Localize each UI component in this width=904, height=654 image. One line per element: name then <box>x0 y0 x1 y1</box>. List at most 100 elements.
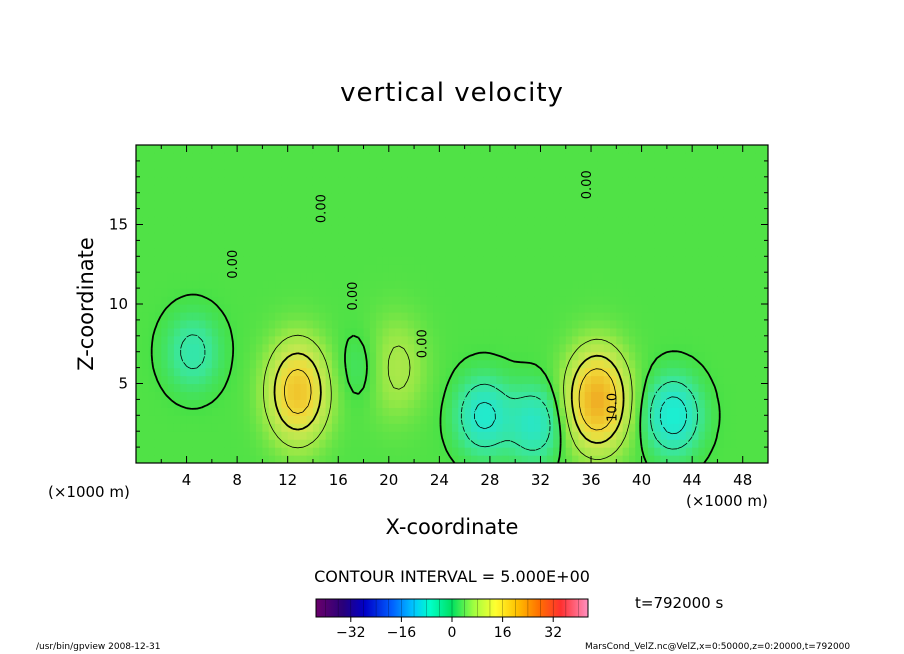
heatmap-cell <box>584 248 592 257</box>
heatmap-cell <box>717 248 725 257</box>
heatmap-cell <box>294 335 301 345</box>
heatmap-cell <box>148 391 156 400</box>
heatmap-cell <box>616 447 624 456</box>
heatmap-cell <box>161 439 169 448</box>
heatmap-cell <box>584 200 592 210</box>
heatmap-cell <box>597 407 605 416</box>
heatmap-cell <box>679 304 687 313</box>
heatmap-cell <box>477 335 485 345</box>
heatmap-cell <box>192 359 200 369</box>
heatmap-cell <box>331 327 339 337</box>
heatmap-cell <box>559 272 567 281</box>
heatmap-cell <box>515 304 523 313</box>
heatmap-cell <box>622 359 630 369</box>
heatmap-cell <box>382 399 390 408</box>
heatmap-cell <box>439 145 447 154</box>
heatmap-cell <box>243 383 251 393</box>
colorbar-ticks: −32 −16 0 16 32 <box>325 599 579 641</box>
heatmap-cell <box>256 391 263 400</box>
heatmap-cell <box>300 192 308 202</box>
heatmap-cell <box>388 431 396 440</box>
heatmap-cell <box>628 304 636 313</box>
heatmap-cell <box>755 216 763 226</box>
heatmap-cell <box>230 415 238 424</box>
heatmap-cell <box>395 343 403 353</box>
heatmap-cell <box>755 431 763 440</box>
heatmap-cell <box>553 383 561 393</box>
heatmap-cell <box>464 359 472 369</box>
heatmap-cell <box>369 232 377 241</box>
heatmap-cell <box>426 152 434 162</box>
heatmap-cell <box>186 399 194 408</box>
heatmap-cell <box>761 423 768 432</box>
heatmap-cell <box>224 232 232 241</box>
heatmap-cell <box>521 327 529 337</box>
heatmap-cell <box>388 304 396 313</box>
heatmap-cell <box>470 455 478 463</box>
heatmap-cell <box>357 399 365 408</box>
heatmap-cell <box>755 375 763 385</box>
heatmap-cell <box>521 296 529 305</box>
heatmap-cell <box>312 160 320 170</box>
heatmap-cell <box>470 224 478 234</box>
heatmap-cell <box>433 415 440 424</box>
heatmap-cell <box>294 240 301 249</box>
x-tick-label: 48 <box>733 471 752 489</box>
heatmap-cell <box>477 375 485 385</box>
heatmap-cell <box>325 288 333 297</box>
heatmap-cell <box>711 375 719 385</box>
heatmap-cell <box>559 399 567 408</box>
heatmap-cell <box>565 224 573 234</box>
heatmap-cell <box>540 383 548 393</box>
heatmap-cell <box>395 304 403 313</box>
heatmap-cell <box>654 216 662 226</box>
heatmap-cell <box>641 184 649 194</box>
heatmap-cell <box>445 447 453 456</box>
heatmap-cell <box>154 152 162 162</box>
heatmap-cell <box>565 200 573 210</box>
heatmap-cell <box>426 256 434 265</box>
heatmap-cell <box>666 343 674 353</box>
heatmap-cell <box>673 431 681 440</box>
heatmap-cell <box>237 447 245 456</box>
heatmap-cell <box>572 319 579 329</box>
heatmap-cell <box>711 184 719 194</box>
heatmap-cell <box>565 160 573 170</box>
heatmap-cell <box>470 240 478 249</box>
x-unit-right: (×1000 m) <box>686 492 768 510</box>
heatmap-cell <box>161 152 169 162</box>
heatmap-cell <box>287 399 295 408</box>
heatmap-cell <box>350 192 358 202</box>
heatmap-cell <box>439 152 447 162</box>
heatmap-cell <box>338 415 346 424</box>
heatmap-cell <box>142 359 150 369</box>
heatmap-cell <box>199 272 207 281</box>
heatmap-cell <box>142 232 150 241</box>
heatmap-cell <box>698 256 706 265</box>
heatmap-cell <box>723 439 731 448</box>
heatmap-cell <box>433 399 440 408</box>
heatmap-cell <box>572 407 579 416</box>
heatmap-cell <box>692 152 700 162</box>
heatmap-cell <box>470 296 478 305</box>
heatmap-cell <box>237 304 245 313</box>
heatmap-cell <box>584 439 592 448</box>
heatmap-cell <box>281 208 289 218</box>
heatmap-cell <box>755 145 763 154</box>
heatmap-cell <box>489 184 497 194</box>
heatmap-cell <box>218 264 226 273</box>
heatmap-cell <box>192 145 200 154</box>
heatmap-cell <box>679 184 687 194</box>
heatmap-cell <box>477 272 485 281</box>
heatmap-cell <box>711 288 719 297</box>
heatmap-cell <box>154 311 162 321</box>
heatmap-cell <box>388 192 396 202</box>
heatmap-cell <box>527 224 535 234</box>
heatmap-cell <box>344 304 352 313</box>
heatmap-cell <box>704 184 712 194</box>
heatmap-cell <box>205 240 213 249</box>
heatmap-cell <box>414 288 421 297</box>
heatmap-cell <box>306 304 314 313</box>
heatmap-cell <box>496 319 504 329</box>
heatmap-cell <box>325 335 333 345</box>
